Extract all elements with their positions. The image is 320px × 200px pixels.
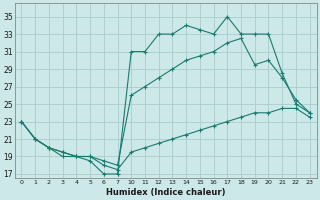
X-axis label: Humidex (Indice chaleur): Humidex (Indice chaleur) [106,188,225,197]
